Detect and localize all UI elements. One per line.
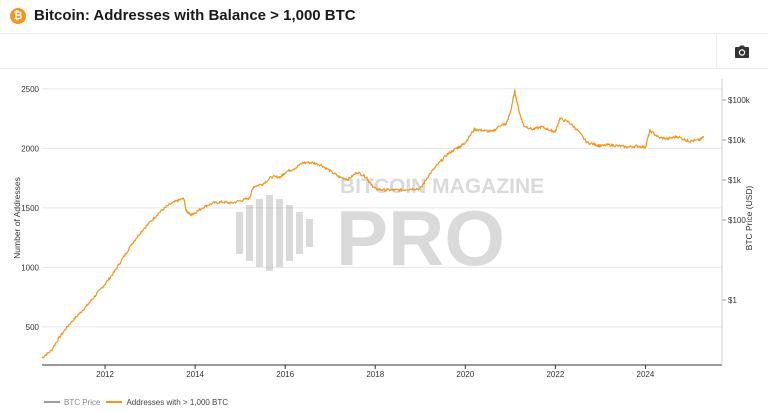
x-tick-label: 2018: [366, 370, 384, 379]
x-tick-label: 2020: [456, 370, 474, 379]
watermark-text-pro: PRO: [336, 194, 505, 282]
y2-tick-label: $10k: [728, 136, 746, 145]
y-tick-label: 1000: [21, 263, 39, 272]
y2-tick-label: $1k: [728, 176, 742, 185]
page-title: Bitcoin: Addresses with Balance > 1,000 …: [34, 7, 356, 24]
legend-swatch: [106, 401, 123, 403]
bitcoin-icon: ₿: [10, 8, 26, 24]
x-tick-label: 2024: [637, 370, 655, 379]
x-tick-label: 2016: [276, 370, 294, 379]
grid-lines: [42, 88, 722, 328]
x-tick-label: 2014: [186, 370, 204, 379]
chart-header: ₿ Bitcoin: Addresses with Balance > 1,00…: [0, 0, 768, 33]
legend-label: BTC Price: [64, 397, 101, 407]
legend-swatch: [44, 401, 60, 403]
x-tick-label: 2012: [96, 370, 114, 379]
divider: [716, 34, 717, 68]
legend-item-addresses[interactable]: Addresses with > 1,000 BTC: [106, 398, 228, 407]
y-tick-label: 1500: [21, 204, 39, 213]
y2-tick-label: $100k: [728, 96, 751, 105]
y2-axis-title: BTC Price (USD): [744, 185, 754, 250]
series-line-addresses: [41, 89, 705, 359]
y2-tick-label: $1: [728, 296, 737, 305]
y-tick-label: 500: [26, 323, 40, 332]
x-tick-label: 2022: [546, 370, 564, 379]
watermark: BITCOIN MAGAZINE PRO: [236, 175, 544, 282]
legend-item-btc-price[interactable]: BTC Price: [44, 398, 100, 407]
y-tick-label: 2500: [21, 85, 39, 94]
camera-icon[interactable]: [733, 44, 751, 60]
y-axis-title: Number of Addresses: [12, 177, 22, 259]
watermark-text-top: BITCOIN MAGAZINE: [340, 175, 544, 198]
divider: [0, 68, 768, 69]
legend-label: Addresses with > 1,000 BTC: [126, 397, 229, 407]
chart-legend: BTC Price Addresses with > 1,000 BTC: [44, 396, 228, 408]
chart-plot: BITCOIN MAGAZINE PRO 500 1000 1500 2000 2500…: [12, 79, 754, 379]
y-tick-label: 2000: [21, 144, 39, 153]
y2-tick-label: $100: [728, 216, 746, 225]
divider: [0, 33, 768, 34]
